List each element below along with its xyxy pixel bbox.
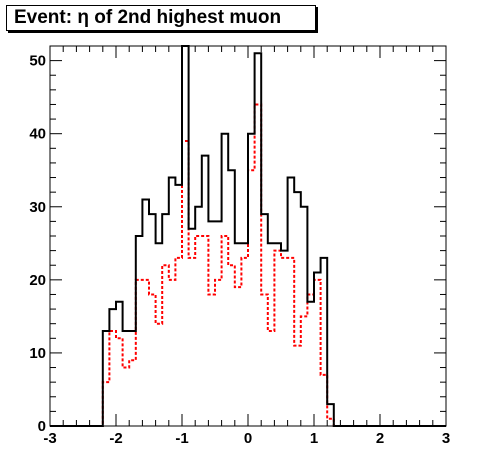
x-tick-label: -3 xyxy=(43,430,56,447)
chart-title: Event: η of 2nd highest muon xyxy=(6,5,316,31)
x-tick-label: 3 xyxy=(442,430,450,447)
y-tick-label: 0 xyxy=(38,418,46,435)
y-tick-label: 10 xyxy=(29,345,46,362)
y-tick-label: 20 xyxy=(29,272,46,289)
histogram-layer xyxy=(50,45,446,427)
x-tick-label: 1 xyxy=(310,430,318,447)
y-tick-label: 40 xyxy=(29,126,46,143)
x-tick-label: 2 xyxy=(376,430,384,447)
x-tick-label: -2 xyxy=(109,430,122,447)
y-tick-label: 30 xyxy=(29,199,46,216)
y-tick-label: 50 xyxy=(29,53,46,70)
ticks-layer xyxy=(49,45,447,427)
x-tick-label: 0 xyxy=(244,430,252,447)
x-tick-label: -1 xyxy=(175,430,188,447)
